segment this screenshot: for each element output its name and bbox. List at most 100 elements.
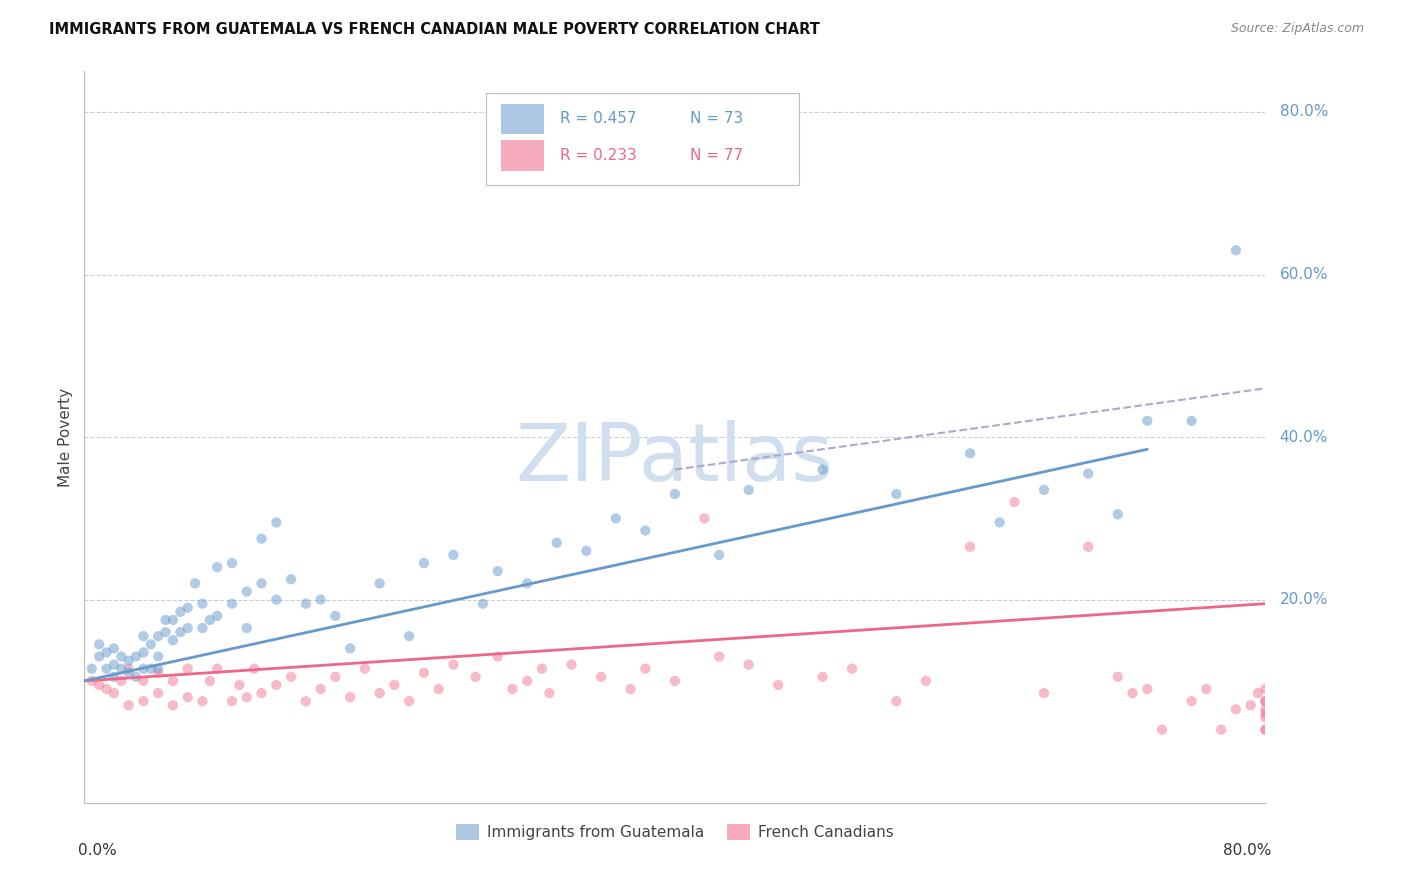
Point [339, 690, 361, 705]
Text: 0.0%: 0.0% [79, 843, 117, 858]
Point [139, 662, 162, 676]
Point [103, 686, 125, 700]
Point [148, 649, 170, 664]
Text: 80.0%: 80.0% [1279, 104, 1327, 120]
Point [605, 511, 627, 525]
Point [959, 446, 981, 460]
Point [110, 662, 132, 676]
Point [87, 637, 111, 651]
Point [398, 694, 420, 708]
Legend: Immigrants from Guatemala, French Canadians: Immigrants from Guatemala, French Canadi… [450, 818, 900, 847]
Text: IMMIGRANTS FROM GUATEMALA VS FRENCH CANADIAN MALE POVERTY CORRELATION CHART: IMMIGRANTS FROM GUATEMALA VS FRENCH CANA… [49, 22, 820, 37]
Point [221, 597, 243, 611]
Point [236, 584, 259, 599]
Point [1136, 414, 1159, 428]
Point [309, 592, 332, 607]
Point [413, 665, 436, 680]
Point [132, 694, 155, 708]
Point [664, 673, 686, 688]
Point [339, 641, 361, 656]
Point [915, 673, 938, 688]
Point [148, 686, 170, 700]
Point [1254, 694, 1277, 708]
Point [516, 576, 538, 591]
Point [1254, 694, 1277, 708]
Point [811, 670, 834, 684]
Point [1240, 698, 1263, 713]
Point [811, 462, 834, 476]
Point [1247, 686, 1270, 700]
Point [1254, 706, 1277, 721]
Point [693, 511, 716, 525]
Point [1195, 681, 1218, 696]
Point [110, 673, 132, 688]
Point [118, 662, 141, 676]
FancyBboxPatch shape [502, 140, 544, 171]
Point [155, 613, 177, 627]
Point [1181, 414, 1204, 428]
Point [413, 556, 436, 570]
Point [1254, 702, 1277, 716]
Point [148, 665, 170, 680]
Point [132, 662, 155, 676]
Point [738, 657, 761, 672]
Point [1254, 723, 1277, 737]
Point [266, 516, 288, 530]
Point [162, 698, 184, 713]
Point [96, 681, 118, 696]
Point [125, 670, 148, 684]
Point [501, 681, 523, 696]
Point [516, 673, 538, 688]
Point [325, 670, 347, 684]
Point [280, 572, 302, 586]
Point [886, 487, 908, 501]
Point [443, 548, 465, 562]
FancyBboxPatch shape [486, 94, 799, 185]
Point [768, 678, 790, 692]
Point [1225, 702, 1247, 716]
Point [1211, 723, 1233, 737]
Point [1077, 467, 1099, 481]
Point [1181, 694, 1204, 708]
Text: N = 73: N = 73 [690, 112, 744, 127]
Point [250, 532, 273, 546]
Point [132, 629, 155, 643]
Point [443, 657, 465, 672]
Point [236, 621, 259, 635]
Point [1254, 723, 1277, 737]
Point [295, 694, 318, 708]
Point [191, 597, 214, 611]
Point [148, 662, 170, 676]
Point [354, 662, 377, 676]
Text: 80.0%: 80.0% [1223, 843, 1271, 858]
Point [118, 698, 141, 713]
Point [250, 686, 273, 700]
Point [191, 694, 214, 708]
Point [236, 690, 259, 705]
Point [368, 576, 391, 591]
Point [177, 621, 200, 635]
Point [103, 641, 125, 656]
Point [398, 629, 420, 643]
Point [664, 487, 686, 501]
Point [546, 535, 568, 549]
Point [709, 649, 731, 664]
Point [325, 608, 347, 623]
Point [118, 654, 141, 668]
Point [486, 564, 509, 578]
Point [87, 649, 111, 664]
Point [118, 665, 141, 680]
Text: ZIPatlas: ZIPatlas [516, 420, 834, 498]
Point [841, 662, 863, 676]
Text: 60.0%: 60.0% [1279, 267, 1329, 282]
Point [538, 686, 561, 700]
Point [738, 483, 761, 497]
Point [561, 657, 583, 672]
Point [472, 597, 495, 611]
Point [250, 576, 273, 591]
Point [139, 637, 162, 651]
Text: Source: ZipAtlas.com: Source: ZipAtlas.com [1230, 22, 1364, 36]
Point [1004, 495, 1026, 509]
Point [80, 673, 103, 688]
Point [1107, 670, 1129, 684]
